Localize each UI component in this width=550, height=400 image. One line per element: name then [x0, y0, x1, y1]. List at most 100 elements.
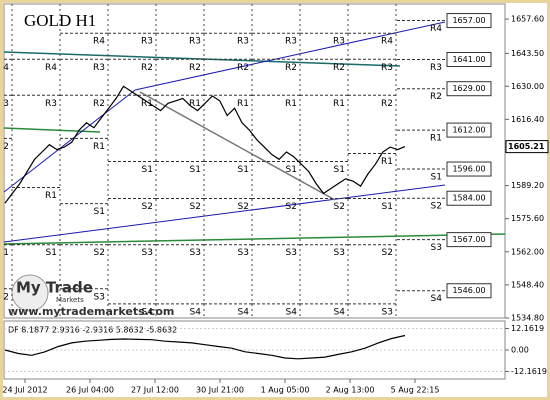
pivot-label: R3 — [189, 37, 201, 47]
pivot-label: R1 — [189, 99, 201, 109]
pivot-label: S2 — [382, 248, 393, 258]
level-value: 1567.00 — [452, 235, 485, 244]
pivot-label: R2 — [333, 63, 345, 73]
pivot-label: S3 — [238, 248, 249, 258]
x-tick-label: 1 Aug 05:00 — [261, 386, 310, 395]
trend-line — [139, 91, 336, 201]
pivot-label: S4 — [238, 307, 250, 317]
pivot-label: R3 — [237, 37, 249, 47]
pivot-label: R1 — [93, 142, 105, 152]
level-value: 1657.00 — [452, 16, 485, 25]
pivot-label: S4 — [431, 294, 443, 304]
pivot-label: S1 — [94, 207, 105, 217]
y-tick-label: 1548.40 — [511, 280, 544, 289]
pivot-label: R3 — [141, 37, 153, 47]
pivot-label: R3 — [285, 37, 297, 47]
price-line — [4, 85, 406, 204]
pivot-label: S1 — [238, 165, 249, 175]
last-price: 1605.21 — [508, 142, 545, 151]
url: www.mytrademarkets.com — [8, 305, 174, 318]
pivot-label: S2 — [142, 202, 153, 212]
pivot-label: S2 — [286, 202, 297, 212]
y-tick-label: 1575.60 — [511, 214, 544, 223]
y-tick-label: 1657.60 — [511, 15, 544, 24]
pivot-label: 4 — [3, 63, 9, 73]
level-box — [446, 232, 492, 248]
pivot-label: R4 — [381, 37, 393, 47]
x-tick-label: 5 Aug 22:15 — [391, 386, 440, 395]
level-value: 1612.00 — [452, 126, 485, 135]
pivot-label: 2 — [3, 292, 9, 302]
pivot-label: S2 — [334, 202, 345, 212]
pivot-label: S1 — [190, 165, 201, 175]
level-value: 1546.00 — [452, 286, 485, 295]
logo-badge — [11, 274, 49, 312]
y-tick-label: 1534.80 — [511, 314, 544, 323]
pivot-label: R3 — [381, 63, 393, 73]
y-tick-label: 12.1619 — [511, 324, 544, 333]
pivot-label: S3 — [286, 248, 297, 258]
pivot-label: S2 — [431, 202, 442, 212]
pivot-label: S3 — [142, 248, 153, 258]
pivot-label: S1 — [46, 248, 57, 258]
x-tick-label: 24 Jul 2012 — [2, 386, 47, 395]
level-box — [446, 81, 492, 97]
level-box — [446, 161, 492, 177]
pivot-label: S4 — [142, 307, 154, 317]
y-tick-label: 1562.00 — [511, 247, 544, 256]
pivot-label: S3 — [382, 307, 393, 317]
pivot-label: R3 — [45, 99, 57, 109]
level-value: 1596.00 — [452, 165, 485, 174]
y-tick-label: 1630.00 — [511, 82, 544, 91]
pivot-label: R2 — [381, 99, 393, 109]
level-box — [446, 13, 492, 29]
pivot-label: S4 — [334, 307, 346, 317]
channel-line — [3, 89, 136, 193]
y-tick-label: 1589.20 — [511, 181, 544, 190]
pivot-label: S3 — [431, 243, 442, 253]
pivot-label: S4 — [190, 307, 202, 317]
pivot-label: R1 — [381, 157, 393, 167]
pivot-label: S1 — [334, 165, 345, 175]
pivot-label: S1 — [382, 202, 393, 212]
logo-sub: Markets — [56, 296, 84, 304]
pivot-label: R2 — [285, 63, 297, 73]
pivot-label: S3 — [190, 248, 201, 258]
logo-text: My Trade — [16, 279, 93, 297]
level-value: 1629.00 — [452, 84, 485, 93]
y-tick-label: 1616.40 — [511, 115, 544, 124]
trend-line — [3, 233, 506, 245]
x-tick-label: 26 Jul 04:00 — [66, 386, 114, 395]
level-value: 1641.00 — [452, 55, 485, 64]
pivot-label: R1 — [45, 191, 57, 201]
plot-border — [3, 3, 506, 319]
pivot-label: R3 — [333, 37, 345, 47]
level-box — [446, 283, 492, 299]
pivot-label: R1 — [285, 99, 297, 109]
pivot-label: R4 — [45, 63, 57, 73]
pivot-label: R2 — [430, 92, 442, 102]
pivot-label: S3 — [94, 292, 105, 302]
pivot-label: S2 — [238, 202, 249, 212]
pivot-label: S1 — [431, 173, 442, 183]
pivot-label: S1 — [286, 165, 297, 175]
pivot-label: 1 — [3, 248, 9, 258]
pivot-label: R1 — [237, 99, 249, 109]
pivot-label: R4 — [93, 37, 105, 47]
pivot-label: R1 — [333, 99, 345, 109]
pivot-label: R3 — [93, 63, 105, 73]
x-tick-label: 30 Jul 21:00 — [196, 386, 244, 395]
pivot-label: S2 — [190, 202, 201, 212]
pivot-label: R4 — [430, 24, 442, 34]
x-tick-label: 27 Jul 12:00 — [131, 386, 179, 395]
pivot-label: R2 — [93, 99, 105, 109]
x-tick-label: 2 Aug 13:00 — [326, 386, 375, 395]
level-box — [446, 122, 492, 138]
pivot-label: R1 — [430, 134, 442, 144]
pivot-label: S4 — [286, 307, 298, 317]
pivot-label: R3 — [430, 63, 442, 73]
price-line — [4, 334, 406, 360]
level-box — [446, 51, 492, 67]
